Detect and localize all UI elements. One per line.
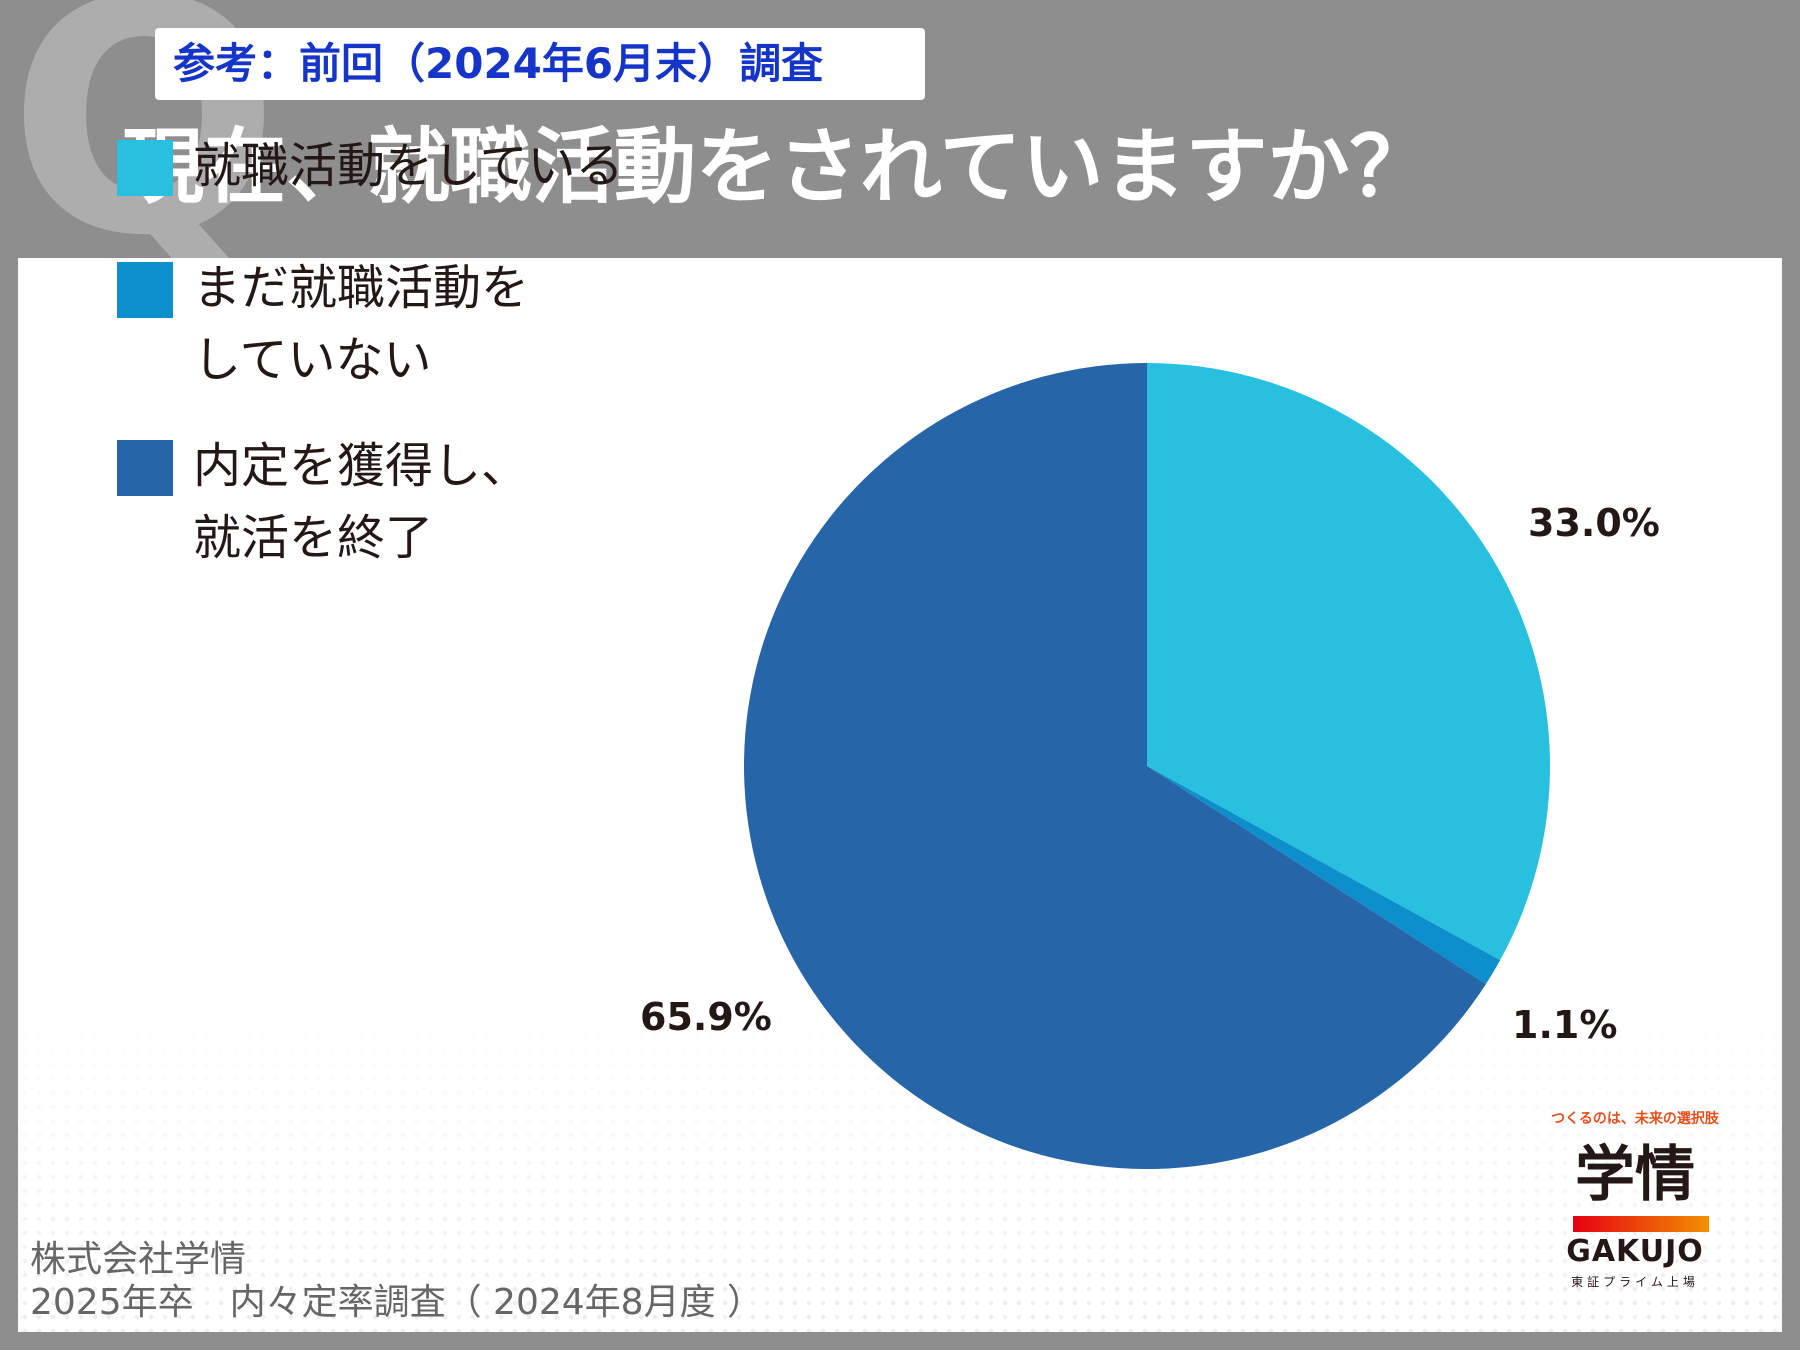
legend-swatch [117,262,173,318]
data-label-not-started: 1.1% [1512,1003,1618,1047]
legend-swatch [117,440,173,496]
pie-slice-not-started [1147,766,1501,985]
reference-tag-label: 参考：前回（2024年6月末）調査 [173,39,824,88]
pie-slice-job-hunting [1147,363,1551,961]
pie-chart [744,363,1551,1170]
reference-tag: 参考：前回（2024年6月末）調査 [155,28,925,100]
source-note: 株式会社学情 2025年卒 内々定率調査（ 2024年8月度 ） [30,1238,763,1324]
logo-kanji: 学情 [1575,1140,1695,1210]
logo-english: GAKUJO [1566,1234,1704,1269]
gakujo-logo: つくるのは、未来の選択肢 学情 GAKUJO 東証プライム上場 [1535,1110,1735,1300]
source-company: 株式会社学情 [30,1239,247,1280]
page-title: 現在、就職活動をされていますか？ [122,120,1432,215]
data-label-finished: 65.9% [640,995,772,1039]
legend-label: 就職活動をしている [193,138,624,194]
logo-subtitle: 東証プライム上場 [1571,1275,1699,1289]
logo-tagline: つくるのは、未来の選択肢 [1551,1111,1719,1127]
logo-gradient-bar [1573,1216,1709,1232]
legend-label: まだ就職活動を していない [193,260,530,388]
legend-swatch [117,140,173,196]
source-survey: 2025年卒 内々定率調査（ 2024年8月度 ） [30,1282,764,1323]
data-label-job-hunting: 33.0% [1528,501,1660,545]
legend-label: 内定を獲得し、 就活を終了 [193,438,530,566]
pie-slice-finished [744,363,1486,1170]
